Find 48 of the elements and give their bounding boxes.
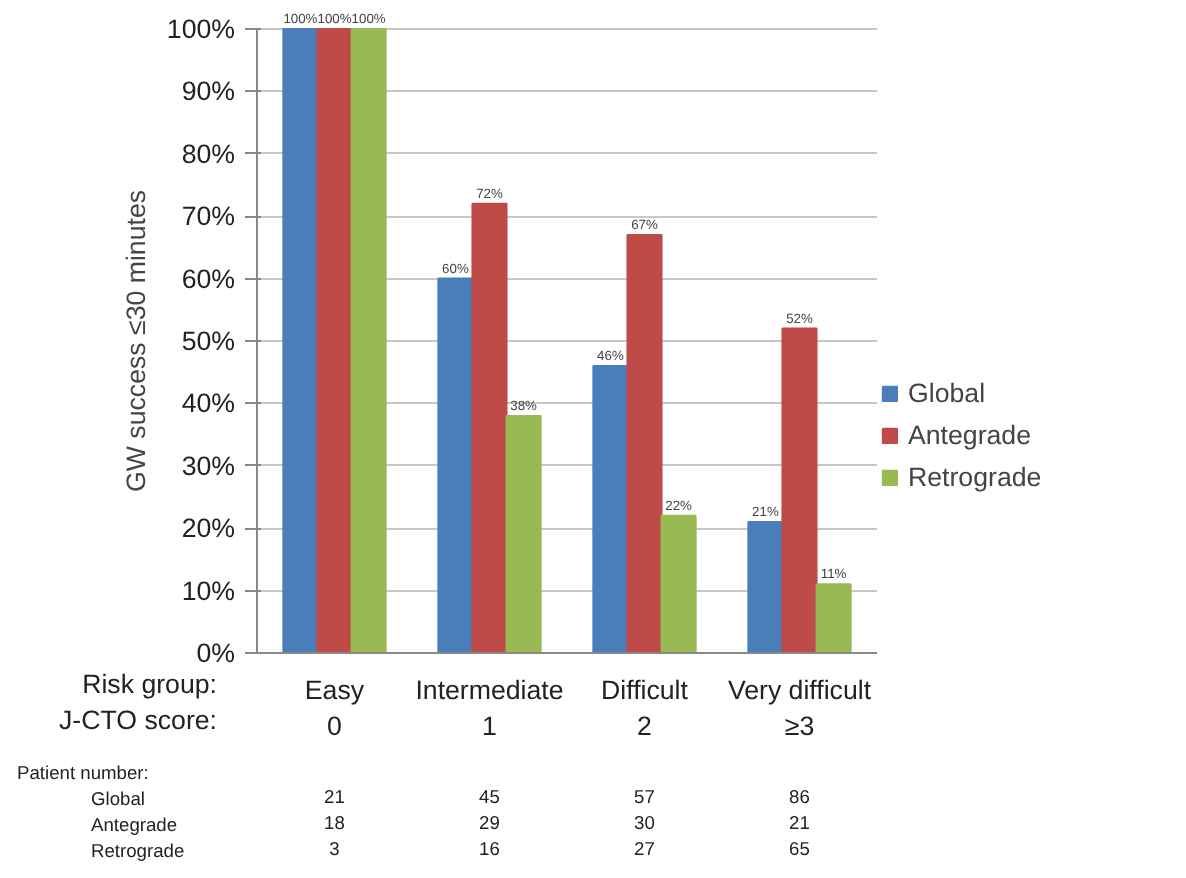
bar — [747, 520, 784, 654]
y-tick-label: 70% — [181, 201, 236, 232]
y-tick-label: 90% — [181, 76, 236, 107]
y-tick-label: 80% — [181, 138, 236, 169]
legend-label: Global — [908, 378, 986, 408]
text: Retrograde — [91, 841, 185, 861]
text: Risk group: J-CTO score: — [59, 669, 218, 735]
text: Patient number: — [17, 763, 149, 783]
text: Antegrade — [91, 815, 178, 835]
bar — [316, 28, 353, 654]
text: 57 — [634, 787, 655, 807]
bar — [626, 233, 663, 654]
legend-label: Retrograde — [908, 462, 1042, 492]
x-tick-label: Intermediate 1 — [415, 675, 564, 741]
y-axis-title: GW success ≤30 minutes — [120, 189, 151, 493]
y-tick-label: 50% — [181, 326, 236, 356]
text: 3 — [329, 839, 340, 859]
y-tick-label: 0% — [196, 638, 236, 668]
y-tick-label: 20% — [181, 513, 236, 544]
y-tick-label: 10% — [181, 575, 236, 606]
text: 21 — [324, 787, 345, 807]
text: 21 — [789, 813, 810, 833]
text: 45 — [479, 787, 500, 807]
y-tick-label: 40% — [181, 388, 236, 419]
text: 65 — [789, 839, 810, 859]
y-tick-label: 60% — [181, 263, 236, 294]
text: 18 — [324, 813, 345, 833]
text: 27 — [634, 839, 655, 859]
y-tick-label: 30% — [181, 450, 236, 481]
bar — [282, 28, 319, 654]
bar — [592, 364, 629, 654]
x-tick-label: Difficult 2 — [601, 675, 689, 741]
y-tick-label: 100% — [166, 14, 236, 44]
bar — [505, 414, 542, 654]
bar — [815, 583, 852, 654]
bar — [350, 28, 387, 654]
text: Global — [91, 789, 145, 809]
x-tick-label: Very difficult ≥3 — [727, 675, 872, 741]
text: 29 — [479, 813, 500, 833]
text: 16 — [479, 839, 500, 859]
text: 86 — [789, 787, 810, 807]
x-tick-label: Easy 0 — [304, 675, 365, 741]
bar — [660, 514, 697, 654]
bar — [437, 277, 474, 654]
bar — [471, 202, 508, 654]
text: 30 — [634, 813, 655, 833]
bar — [781, 327, 818, 654]
legend-label: Antegrade — [908, 420, 1032, 450]
